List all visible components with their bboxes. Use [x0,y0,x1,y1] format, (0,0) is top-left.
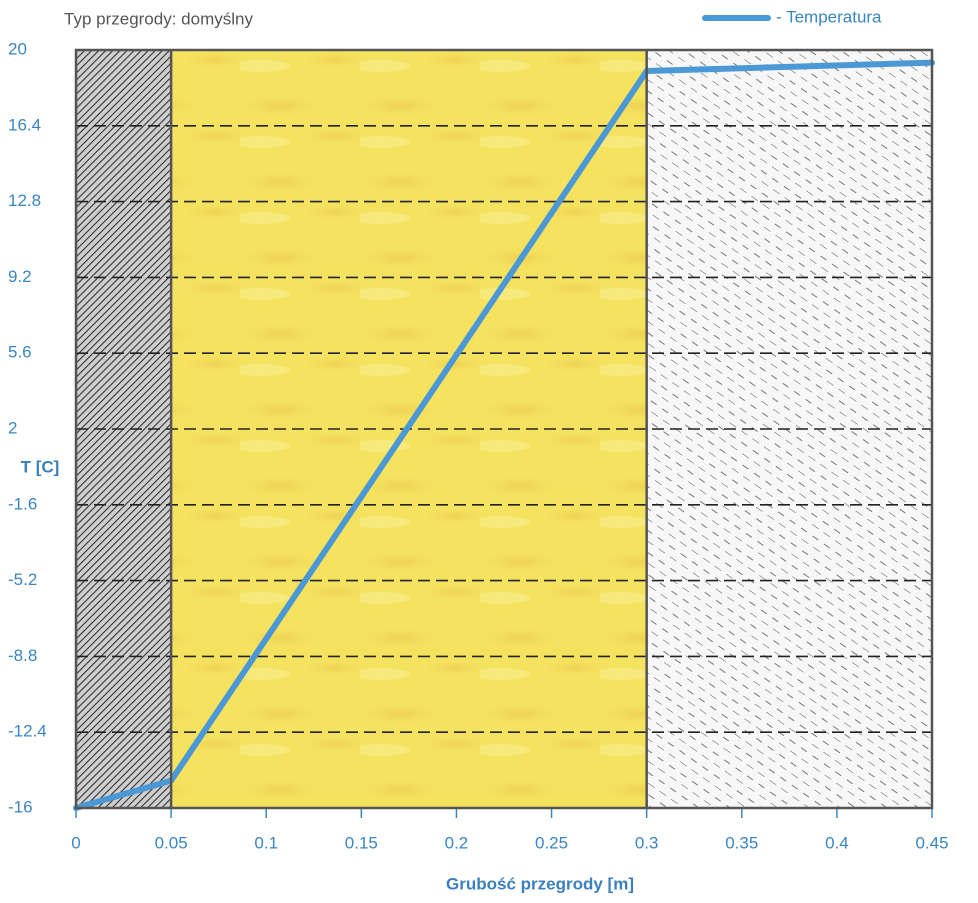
x-tick-label: 0.4 [825,833,849,852]
x-axis-label: Grubość przegrody [m] [446,874,634,893]
x-tick-label: 0.3 [635,833,659,852]
y-tick-label: 9.2 [8,267,32,286]
temperature-line [73,59,935,811]
x-tick-label: 0.2 [445,833,469,852]
y-tick-label: -12.4 [8,722,47,741]
x-tick-label: 0.15 [345,833,378,852]
x-tick-label: 0.35 [725,833,758,852]
y-tick-label: -1.6 [8,494,37,513]
y-tick-label: 5.6 [8,343,32,362]
plot-border [74,48,934,810]
x-tick-label: 0.25 [535,833,568,852]
y-tick-label: 16.4 [8,115,41,134]
x-tick-label: 0.45 [915,833,948,852]
y-tick-label: 12.8 [8,191,41,210]
y-tick-label: -5.2 [8,570,37,589]
x-tick-label: 0 [71,833,80,852]
legend-label: - Temperatura [776,7,882,26]
y-axis-label: T [C] [21,457,60,476]
x-tick-label: 0.05 [155,833,188,852]
x-tick-label: 0.1 [254,833,278,852]
y-tick-label: 20 [8,39,27,58]
chart-title: Typ przegrody: domyślny [64,9,253,28]
y-tick-label: 2 [8,418,17,437]
y-tick-label: -8.8 [8,646,37,665]
y-tick-label: -16 [8,797,33,816]
